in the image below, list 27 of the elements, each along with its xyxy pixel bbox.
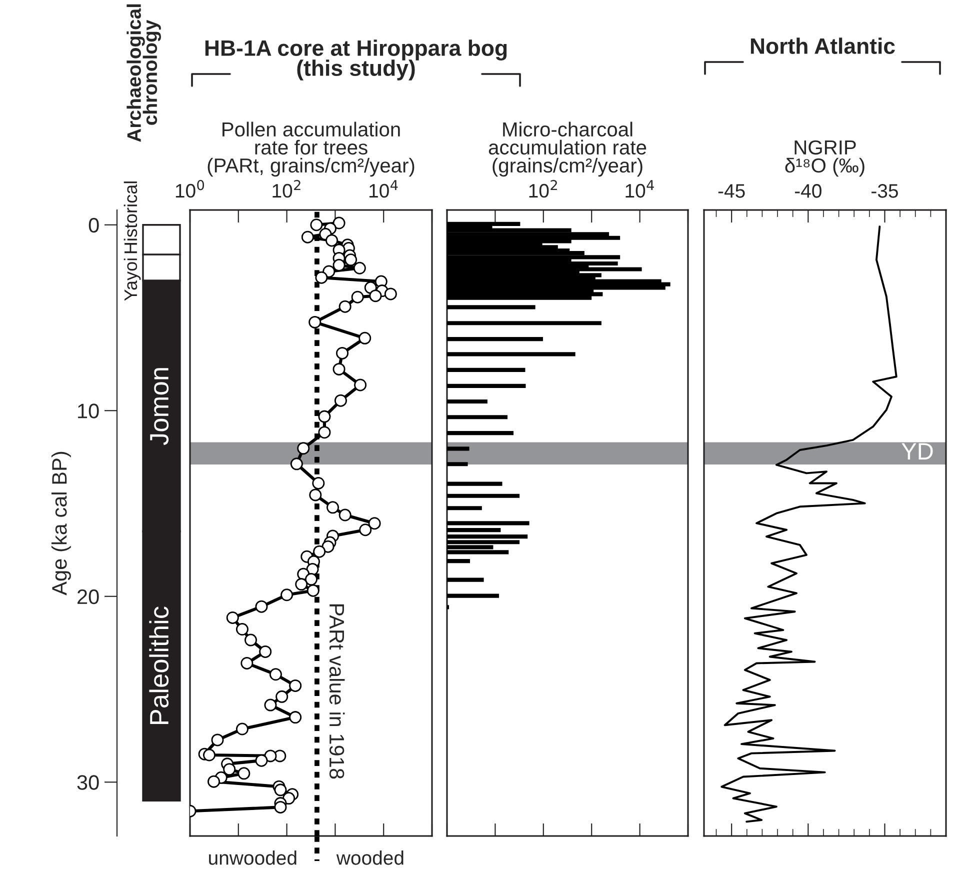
x-axis-title: NGRIP δ¹⁸O (‰) <box>785 140 864 177</box>
series-label: Paleolithic <box>149 606 169 724</box>
x-tick-label: -45 <box>718 184 745 198</box>
ref-line-label: PARt value in 1918 <box>329 604 345 779</box>
y-axis-title: Age (ka cal BP) <box>51 452 71 596</box>
series-label: Jomon <box>150 368 169 446</box>
chart-title: North Atlantic <box>750 38 895 54</box>
y-tick-label: 10 <box>78 404 99 418</box>
band-label: YD <box>902 443 933 460</box>
y-tick-label: 20 <box>78 589 99 604</box>
x-tick-label: 10$^{2}$ <box>529 180 557 198</box>
y-tick-label: 0 <box>88 218 99 233</box>
x-tick-label: -40 <box>794 184 822 198</box>
chart-title: Archaeological chronology <box>126 4 162 142</box>
x-tick-label: 10$^{0}$ <box>176 180 204 198</box>
text: unwooded <box>209 850 296 865</box>
x-axis-title: Micro-charcoal accumulation rate (grains/cm²/year) <box>488 122 646 177</box>
x-tick-label: -35 <box>872 184 898 198</box>
y-tick-label: 30 <box>77 775 99 790</box>
x-tick-label: 10$^{4}$ <box>370 180 398 198</box>
x-axis-title: Pollen accumulation rate for trees (PARt, grains/cm²/year) <box>208 122 414 177</box>
x-tick-label: 10$^{4}$ <box>626 180 654 198</box>
text: Yayoi <box>124 258 141 301</box>
text: Historical <box>124 182 138 254</box>
x-tick-label: 10$^{2}$ <box>272 180 300 198</box>
chart-title: HB-1A core at Hiroppara bog (this study) <box>205 40 507 80</box>
text: wooded <box>336 850 404 865</box>
